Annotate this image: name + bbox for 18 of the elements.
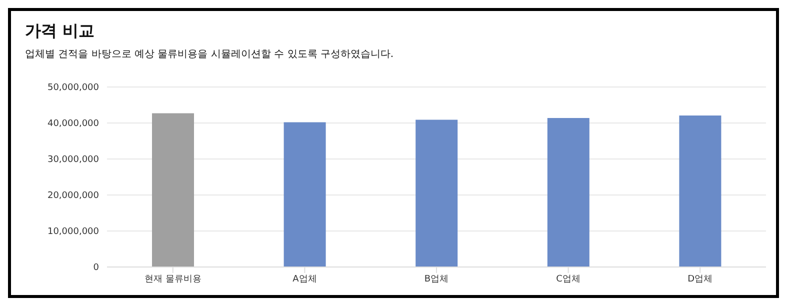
y-tick-label: 10,000,000 [47,227,100,238]
y-tick-label: 50,000,000 [47,83,100,94]
y-tick-label: 30,000,000 [47,155,100,166]
chart-subtitle: 업체별 견적을 바탕으로 예상 물류비용을 시뮬레이션할 수 있도록 구성하였습니다. [25,48,394,61]
bar [152,113,194,267]
y-tick-label: 0 [93,263,100,274]
bar [547,118,590,267]
x-tick-label: A업체 [292,274,317,284]
x-tick-label: 현재 물류비용 [144,274,202,284]
bar [416,120,458,267]
y-tick-label: 40,000,000 [47,119,100,130]
chart-title: 가격 비교 [25,21,95,42]
bar [679,115,722,267]
y-tick-label: 20,000,000 [47,191,100,202]
x-tick-label: D업체 [688,274,713,284]
x-tick-label: B업체 [424,274,449,284]
bar [284,122,326,267]
x-tick-label: C업체 [556,274,580,284]
